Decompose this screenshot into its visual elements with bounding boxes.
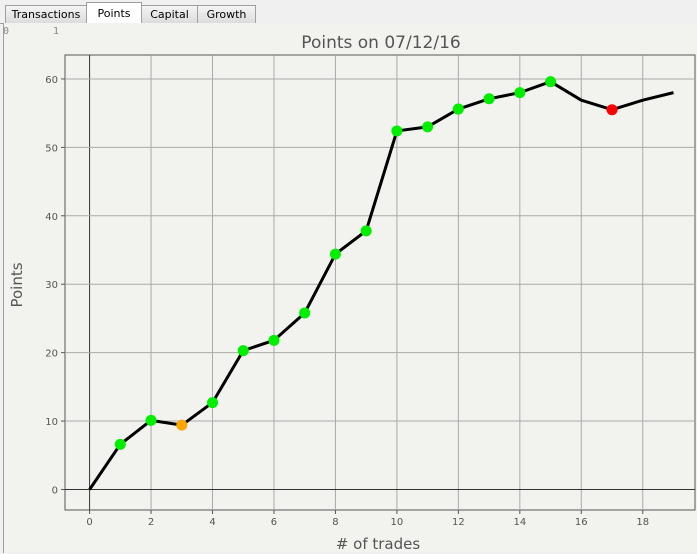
data-point [299, 307, 311, 319]
data-point [360, 225, 372, 237]
y-tick-label: 0 [52, 485, 58, 496]
data-point [514, 87, 526, 99]
x-tick-label: 12 [452, 517, 465, 528]
series-line [88, 80, 674, 491]
y-tick-label: 60 [45, 75, 58, 86]
data-point [452, 103, 464, 115]
data-point [237, 345, 249, 357]
x-tick-label: 2 [148, 517, 154, 528]
x-tick-label: 8 [332, 517, 338, 528]
data-point [207, 397, 219, 409]
data-point [114, 438, 126, 450]
x-tick-label: 6 [271, 517, 277, 528]
y-axis-label: Points [8, 262, 26, 307]
x-tick-label: 16 [575, 517, 588, 528]
data-point [176, 419, 188, 431]
x-tick-label: 14 [513, 517, 526, 528]
y-tick-label: 10 [45, 417, 58, 428]
y-tick-label: 50 [45, 143, 58, 154]
x-tick-label: 10 [391, 517, 404, 528]
x-tick-label: 18 [636, 517, 649, 528]
tab-growth[interactable]: Growth [197, 5, 256, 23]
y-tick-label: 40 [45, 212, 58, 223]
tab-capital[interactable]: Capital [141, 5, 198, 23]
data-point [606, 104, 618, 116]
tab-points[interactable]: Points [86, 2, 142, 24]
data-point [268, 334, 280, 346]
ruler-label-left: 0 [3, 26, 10, 37]
data-point [391, 125, 403, 137]
data-point [483, 93, 495, 105]
tab-bar: Transactions Points Capital Growth [0, 0, 697, 24]
ruler-label-right: 1 [53, 26, 60, 37]
data-point [545, 76, 557, 88]
y-tick-label: 20 [45, 349, 58, 360]
data-point [145, 414, 157, 426]
x-axis-label: # of trades [336, 535, 421, 553]
x-tick-label: 0 [86, 517, 92, 528]
x-tick-label: 4 [209, 517, 215, 528]
data-point [422, 121, 434, 133]
chart-title: Points on 07/12/16 [301, 33, 460, 53]
y-tick-label: 30 [45, 280, 58, 291]
data-point [329, 248, 341, 260]
plot-frame [64, 54, 696, 511]
